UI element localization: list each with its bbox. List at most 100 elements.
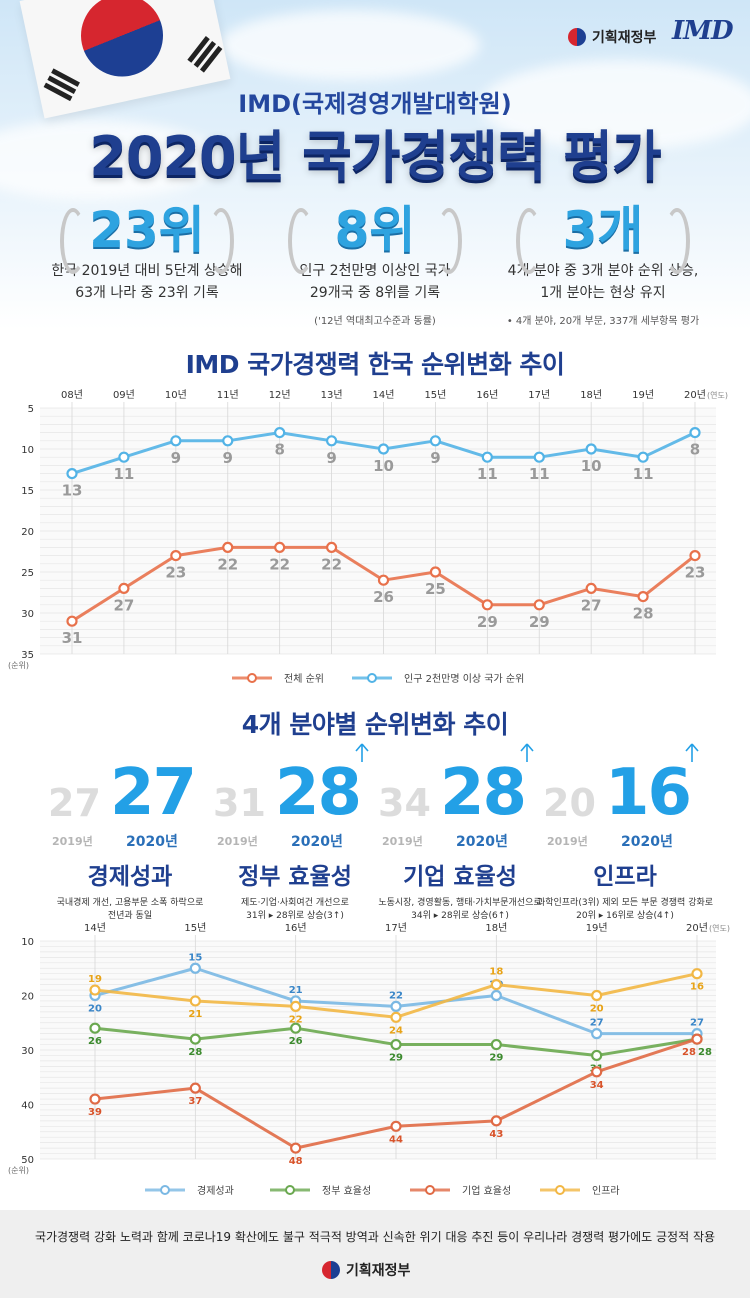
footer-ministry-name: 기획재정부 <box>346 1263 411 1279</box>
data-point <box>390 1038 402 1051</box>
stat-value: 23위 <box>89 201 205 259</box>
data-label: 28 <box>698 1047 712 1058</box>
data-label: 19 <box>88 974 102 985</box>
footer-ministry-logo: 기획재정부 <box>322 1260 410 1280</box>
data-point <box>637 451 649 463</box>
x-tick-label: 14년 <box>373 389 395 401</box>
x-tick-label: 17년 <box>385 922 407 934</box>
category-card-infrastructure: 20 16 2019년 2020년 인프라 과학인프라(3위) 제외 모든 부문… <box>535 743 715 923</box>
current-rank: 28 <box>440 756 527 830</box>
data-point <box>591 1066 603 1078</box>
legend-swatch-dot <box>367 673 377 683</box>
data-label: 27 <box>590 1018 604 1029</box>
data-label: 21 <box>188 1009 202 1020</box>
data-point <box>390 1011 402 1023</box>
data-point <box>481 451 493 463</box>
current-rank: 27 <box>110 756 197 830</box>
y-tick-label: 35 <box>21 650 34 661</box>
current-rank: 28 <box>275 756 362 830</box>
legend-label: 인프라 <box>592 1185 620 1197</box>
data-label: 9 <box>171 449 181 467</box>
x-tick-label: 20년 <box>684 389 706 401</box>
data-point <box>429 566 442 578</box>
data-label: 44 <box>389 1134 403 1145</box>
y-tick-label: 10 <box>21 937 34 948</box>
data-point <box>689 550 701 562</box>
x-tick-label: 16년 <box>285 922 307 934</box>
data-point <box>490 1115 502 1127</box>
category-card-business: 34 28 2019년 2020년 기업 효율성 노동시장, 경영활동, 행태·… <box>370 743 550 923</box>
prev-year: 2019년 <box>547 835 588 848</box>
data-point <box>585 443 597 455</box>
stat-line: 29개국 중 8위를 기록 <box>309 285 441 301</box>
x-tick-label: 09년 <box>113 389 135 401</box>
category-desc: 노동시장, 경영활동, 행태·가치부문개선으로 <box>378 898 542 908</box>
data-label: 9 <box>430 449 440 467</box>
data-point <box>481 599 493 611</box>
stat-line: 인구 2천만명 이상인 국가 <box>299 263 451 279</box>
y-axis-unit: (순위) <box>8 1166 29 1175</box>
data-label: 11 <box>529 465 550 483</box>
x-tick-label: 19년 <box>586 922 608 934</box>
data-point <box>118 451 130 463</box>
data-label: 9 <box>326 449 336 467</box>
current-year: 2020년 <box>621 834 673 850</box>
data-point <box>290 1142 302 1154</box>
data-point <box>274 541 286 553</box>
data-label: 20 <box>590 1004 604 1015</box>
data-point <box>591 1028 603 1040</box>
data-label: 11 <box>113 465 134 483</box>
data-label: 26 <box>289 1036 303 1047</box>
data-label: 23 <box>165 564 186 582</box>
data-label: 48 <box>289 1156 303 1167</box>
x-tick-label: 16년 <box>476 389 498 401</box>
data-point <box>490 989 502 1002</box>
data-point <box>585 582 597 594</box>
data-point <box>189 995 201 1007</box>
data-label: 22 <box>321 555 342 573</box>
data-point <box>274 426 286 439</box>
prev-year: 2019년 <box>217 835 258 848</box>
x-tick-label: 10년 <box>165 389 187 401</box>
category-desc: 34위 ▸ 28위로 상승(6↑) <box>411 911 509 921</box>
stat-value: 3개 <box>562 201 644 259</box>
current-year: 2020년 <box>291 834 343 850</box>
data-point <box>325 541 338 553</box>
category-card-economy: 27 27 2019년 2020년 경제성과 국내경제 개선, 고용부문 소폭 … <box>40 755 220 923</box>
data-point <box>170 435 182 447</box>
data-label: 27 <box>690 1018 704 1029</box>
data-label: 26 <box>373 588 394 606</box>
stat-line: 63개 나라 중 23위 기록 <box>75 285 219 301</box>
category-desc: 31위 ▸ 28위로 상승(3↑) <box>246 911 344 921</box>
legend-label: 정부 효율성 <box>322 1185 371 1197</box>
stat-value: 8위 <box>334 201 416 259</box>
data-label: 43 <box>489 1129 503 1140</box>
y-tick-label: 50 <box>21 1155 34 1166</box>
data-label: 37 <box>188 1096 202 1107</box>
data-point <box>325 435 338 447</box>
data-point <box>490 978 502 991</box>
y-tick-label: 25 <box>21 568 34 579</box>
x-tick-label: 12년 <box>269 389 291 401</box>
page-title: 2020년 국가경쟁력 평가 <box>89 125 661 188</box>
legend-swatch-dot <box>285 1185 295 1195</box>
x-tick-label: 15년 <box>424 389 446 401</box>
data-point <box>290 1000 302 1013</box>
data-label: 34 <box>590 1080 604 1091</box>
laurel-icon <box>208 208 234 274</box>
cloud-decoration <box>480 60 750 150</box>
y-tick-label: 20 <box>21 992 34 1003</box>
data-point <box>689 426 701 439</box>
x-tick-label: 18년 <box>580 389 602 401</box>
data-label: 8 <box>274 441 284 459</box>
data-label: 16 <box>690 982 704 993</box>
data-label: 21 <box>289 985 303 996</box>
data-label: 10 <box>581 457 602 475</box>
data-label: 29 <box>389 1053 403 1064</box>
y-tick-label: 30 <box>21 609 34 620</box>
y-tick-label: 5 <box>28 404 34 415</box>
taegeuk-icon <box>73 0 171 85</box>
y-tick-label: 40 <box>21 1101 34 1112</box>
data-label: 24 <box>389 1025 403 1036</box>
data-point <box>222 541 234 553</box>
